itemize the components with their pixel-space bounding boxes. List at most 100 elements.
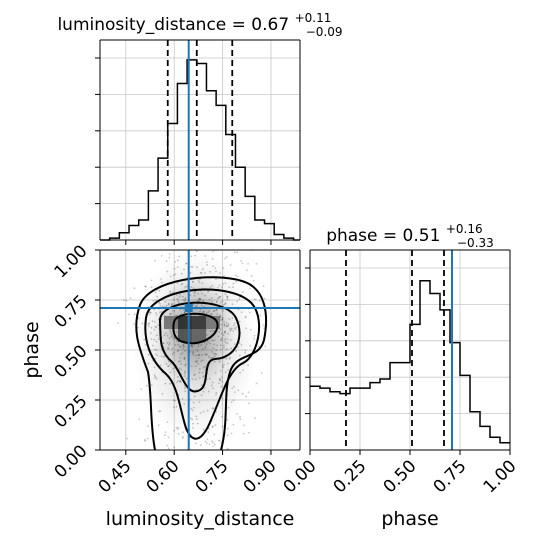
contour-third: [144, 288, 261, 440]
sample-point: [212, 441, 214, 444]
sample-point: [126, 437, 128, 440]
quantile-lines: [345, 250, 445, 450]
sample-point: [260, 372, 263, 374]
density-pixel: [192, 329, 206, 342]
density-2d-panel: [76, 249, 301, 455]
sample-point: [255, 382, 258, 385]
histogram-step-line: [310, 279, 510, 444]
y-tick-label: 0.00: [51, 441, 92, 482]
sample-point: [245, 269, 248, 272]
sample-point: [243, 424, 245, 427]
sample-point: [249, 287, 252, 290]
sample-point: [133, 287, 136, 290]
sample-point: [264, 345, 267, 348]
sample-point: [236, 251, 239, 254]
sample-point: [254, 417, 256, 420]
sample-point: [168, 253, 171, 255]
title-sub: −0.33: [457, 236, 494, 250]
sample-point: [229, 264, 232, 266]
contour-outer: [135, 276, 268, 450]
y-axis-label: phase: [21, 321, 43, 378]
x-tick-label: 0.60: [143, 456, 184, 497]
sample-point: [200, 444, 202, 446]
sample-point: [144, 439, 147, 442]
sample-point: [204, 440, 207, 443]
gridlines: [100, 40, 300, 240]
phase-histogram-panel: phase = 0.51 +0.16 −0.33: [305, 222, 511, 455]
sample-point: [117, 322, 119, 324]
sample-point: [258, 345, 260, 348]
sample-point: [213, 443, 216, 446]
sample-point: [157, 424, 160, 427]
title-sup: +0.16: [446, 222, 483, 236]
truth-lines: [100, 250, 300, 450]
sample-point: [173, 446, 176, 449]
sample-point: [164, 434, 166, 437]
density-pixel: [206, 316, 220, 329]
sample-point: [122, 299, 125, 301]
sample-point: [227, 427, 229, 430]
sample-point: [241, 262, 244, 265]
y-tick-label: 0.25: [51, 391, 92, 432]
sample-point: [262, 324, 265, 327]
sample-point: [253, 298, 256, 300]
sample-point: [225, 256, 228, 258]
sample-point: [212, 445, 214, 448]
y-tick-label: 0.75: [51, 291, 92, 332]
sample-point: [263, 297, 266, 300]
density-pixel: [178, 316, 192, 329]
sample-point: [166, 444, 169, 447]
sample-point: [242, 432, 245, 435]
x-tick-label: 0.45: [95, 456, 136, 497]
title-text: phase = 0.51: [326, 226, 440, 246]
contour-inner: [172, 312, 219, 345]
sample-point: [252, 280, 255, 282]
density-field: [76, 250, 268, 450]
y-tick-label: 0.50: [51, 341, 92, 382]
y-tick-label: 1.00: [51, 241, 92, 282]
sample-point: [147, 425, 150, 428]
x-tick-label: 0.75: [192, 456, 233, 497]
sample-point: [219, 439, 221, 442]
title-sub: −0.09: [306, 25, 343, 39]
sample-point: [250, 275, 253, 278]
plot-frame: [100, 40, 300, 240]
sample-point: [254, 298, 257, 301]
sample-point: [226, 447, 229, 450]
sample-point: [262, 285, 265, 287]
contour-lines: [135, 276, 268, 450]
sample-point: [125, 299, 128, 302]
sample-point: [226, 434, 229, 436]
x-tick-label: 0.00: [280, 456, 321, 497]
x-tick-label: 0.90: [240, 456, 281, 497]
sample-point: [255, 263, 258, 265]
sample-point: [239, 418, 242, 421]
sample-point: [168, 256, 171, 259]
sample-point: [230, 432, 233, 435]
sample-point: [133, 313, 136, 316]
sample-point: [129, 297, 132, 299]
x-tick-label: 0.25: [330, 456, 371, 497]
sample-point: [247, 263, 250, 265]
x-tick-label: 0.50: [380, 456, 421, 497]
sample-point: [224, 257, 227, 260]
axes-spines: [309, 249, 511, 451]
sample-point: [248, 431, 250, 434]
axes-spines: [99, 39, 301, 241]
sample-point: [217, 439, 220, 442]
x-axis-label: phase: [381, 508, 438, 530]
sample-point: [239, 415, 241, 418]
panel-title: luminosity_distance = 0.67 +0.11 −0.09: [57, 7, 342, 39]
sample-point: [164, 431, 167, 433]
density-pixel: [192, 316, 206, 329]
sample-point: [205, 442, 208, 445]
sample-point: [144, 285, 147, 288]
x-tick-label: 1.00: [480, 456, 521, 497]
title-text: luminosity_distance = 0.67: [57, 15, 289, 35]
sample-point: [234, 251, 236, 254]
title-sup: +0.11: [295, 11, 332, 25]
sample-point: [232, 423, 235, 426]
sample-point: [76, 385, 78, 387]
sample-point: [259, 314, 262, 317]
sample-point: [144, 439, 146, 441]
